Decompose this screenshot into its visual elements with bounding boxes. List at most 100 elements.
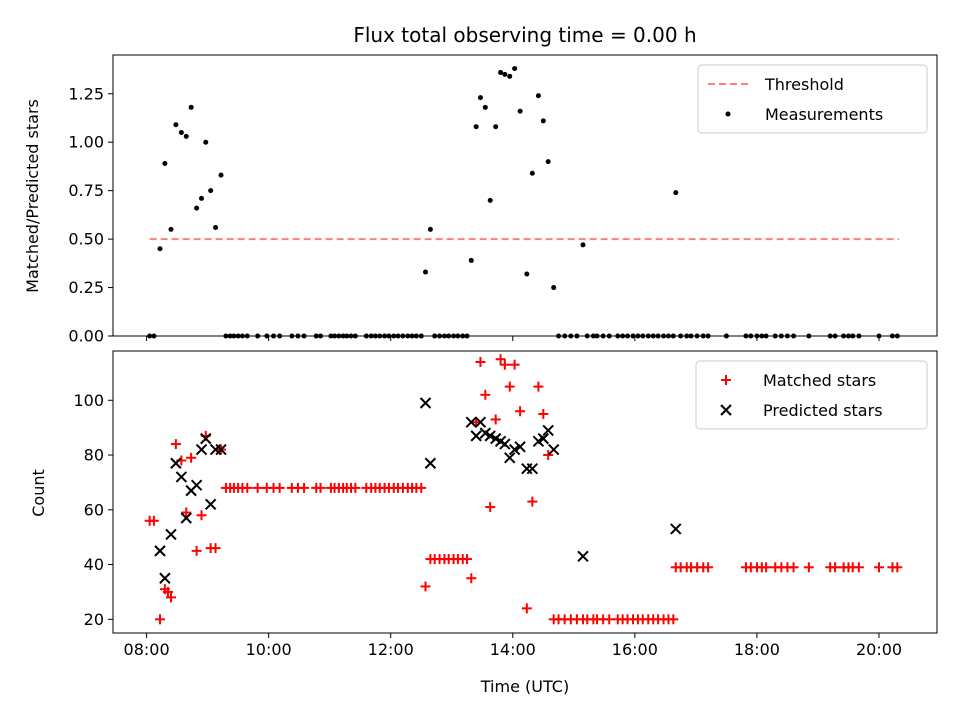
- top-legend-box: [697, 64, 928, 134]
- matched-star-point: [416, 482, 427, 493]
- bottom-x-tick-label: 18:00: [734, 640, 780, 659]
- measurement-point: [203, 139, 209, 145]
- matched-star-point: [761, 562, 772, 573]
- predicted-star-point: [195, 443, 208, 456]
- predicted-star-point: [474, 416, 487, 428]
- matched-star-point: [788, 562, 799, 573]
- predicted-star-point: [542, 424, 554, 437]
- measurement-point: [540, 118, 546, 124]
- matched-star-point: [515, 406, 526, 417]
- matched-star-point: [252, 482, 263, 493]
- bottom-y-tick-label: 40: [84, 555, 104, 574]
- matched-star-point: [462, 554, 473, 565]
- matched-star-point: [181, 507, 192, 518]
- top-legend: Threshold Measurements: [697, 64, 928, 134]
- predicted-star-point: [670, 523, 682, 535]
- matched-star-point: [242, 482, 253, 493]
- bottom-x-tick-label: 16:00: [612, 640, 658, 659]
- predicted-star-point: [180, 512, 192, 524]
- predicted-star-point: [215, 443, 227, 456]
- measurement-point: [157, 246, 163, 252]
- matched-star-point: [186, 452, 197, 463]
- matched-star-point: [499, 359, 510, 370]
- bottom-y-tick-label: 60: [84, 500, 104, 519]
- bottom-y-tick-label: 80: [84, 446, 104, 465]
- measurement-point: [512, 66, 518, 72]
- chart-title: Flux total observing time = 0.00 h: [353, 23, 696, 47]
- predicted-star-point: [499, 438, 511, 450]
- legend-matched-label: Matched stars: [763, 371, 876, 390]
- measurement-point: [188, 104, 194, 110]
- top-y-tick-label: 0.50: [68, 230, 104, 249]
- matched-star-point: [521, 603, 532, 614]
- measurement-point: [551, 285, 557, 291]
- bottom-y-tick-label: 100: [73, 391, 104, 410]
- matched-star-point: [543, 450, 554, 461]
- measurement-point: [162, 161, 168, 167]
- matched-star-point: [299, 482, 310, 493]
- measurement-point: [208, 188, 214, 194]
- legend-measurements-marker: [725, 111, 731, 117]
- predicted-star-point: [419, 397, 432, 409]
- measurement-point: [580, 242, 586, 248]
- x-axis-label: Time (UTC): [480, 677, 569, 696]
- top-y-tick-label: 1.00: [68, 133, 104, 152]
- matched-star-point: [154, 614, 165, 625]
- top-plot-frame: [112, 54, 938, 337]
- ratio-panel: Flux total observing time = 0.00 h Match…: [23, 23, 938, 346]
- matched-star-point: [803, 562, 814, 573]
- bottom-x-tick-label: 12:00: [368, 640, 414, 659]
- measurement-point: [529, 170, 535, 176]
- legend-predicted-marker: [720, 404, 732, 416]
- predicted-star-point: [484, 430, 496, 442]
- predicted-star-point: [154, 545, 166, 557]
- predicted-star-point: [200, 432, 212, 445]
- measurement-point: [498, 69, 504, 75]
- matched-star-point: [533, 381, 544, 392]
- matched-star-point: [191, 545, 202, 556]
- measurement-point: [427, 226, 433, 232]
- measurement-point: [218, 172, 224, 178]
- measurement-point: [168, 226, 174, 232]
- measurement-point: [502, 71, 508, 77]
- matched-star-point: [420, 581, 431, 592]
- measurement-point: [535, 93, 541, 99]
- matched-star-point: [892, 562, 903, 573]
- bottom-y-tick-label: 20: [84, 610, 104, 629]
- matched-star-point: [604, 614, 615, 625]
- bottom-x-tick-label: 20:00: [856, 640, 902, 659]
- matched-star-point: [165, 592, 176, 603]
- predicted-star-point: [547, 443, 560, 456]
- predicted-star-point: [514, 441, 526, 453]
- matched-star-point: [315, 482, 326, 493]
- matched-star-point: [466, 573, 477, 584]
- matched-star-point: [527, 496, 538, 507]
- measurement-point: [213, 224, 219, 230]
- top-y-tick-label: 0.75: [68, 181, 104, 200]
- measurement-point: [194, 205, 200, 211]
- measurement-point: [673, 190, 679, 196]
- matched-star-point: [509, 359, 520, 370]
- matched-star-point: [490, 414, 501, 425]
- predicted-star-point: [465, 416, 477, 428]
- bottom-y-axis-label: Count: [29, 469, 48, 517]
- measurement-point: [468, 257, 474, 263]
- predicted-star-point: [175, 471, 188, 483]
- predicted-star-point: [165, 528, 177, 541]
- predicted-star-point: [504, 452, 516, 464]
- legend-measurements-label: Measurements: [765, 105, 883, 124]
- legend-threshold-label: Threshold: [764, 75, 844, 94]
- legend-predicted-label: Predicted stars: [763, 401, 883, 420]
- top-y-tick-label: 0.00: [68, 327, 104, 346]
- matched-star-point: [830, 562, 841, 573]
- predicted-star-point: [577, 550, 589, 563]
- matched-star-point: [874, 562, 885, 573]
- measurement-point: [178, 130, 184, 136]
- matched-star-point: [538, 408, 549, 419]
- predicted-star-point: [526, 463, 539, 475]
- matched-star-point: [504, 381, 515, 392]
- measurement-point: [524, 271, 530, 277]
- matched-star-point: [475, 356, 486, 367]
- predicted-star-point: [537, 432, 550, 445]
- predicted-star-point: [508, 443, 521, 456]
